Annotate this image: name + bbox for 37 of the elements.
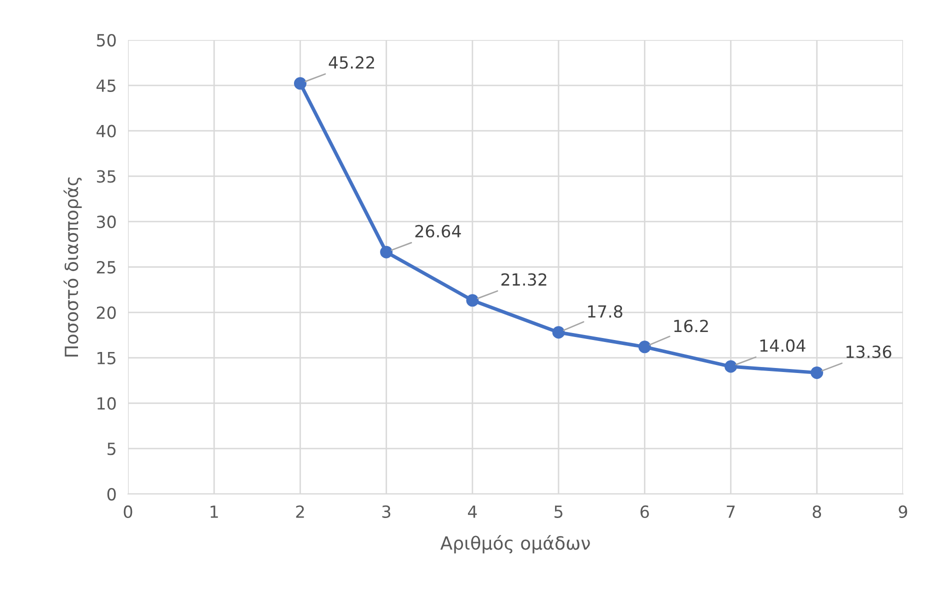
y-tick-label: 0	[107, 488, 116, 501]
y-tick-label: 15	[98, 352, 116, 364]
x-tick-label: 4	[468, 506, 477, 518]
y-tick-label: 45	[96, 80, 116, 92]
y-tick-label: 35	[96, 170, 116, 183]
point	[724, 360, 738, 373]
data-label: 26.64	[415, 224, 461, 238]
x-tick-label: 7	[726, 506, 735, 518]
x-tick-label: 1	[210, 506, 218, 518]
data-label: 45.22	[328, 56, 374, 69]
data-label: 16.2	[674, 320, 708, 332]
point	[380, 246, 393, 258]
point	[810, 366, 824, 379]
data-label: 13.36	[846, 345, 892, 358]
point	[638, 340, 651, 354]
x-tick-label: 2	[296, 505, 304, 518]
x-tick-label: 0	[124, 505, 132, 518]
point	[552, 326, 565, 339]
data-label: 17.8	[588, 305, 622, 318]
x-tick-label: 8	[812, 505, 822, 518]
x-tick-label: 3	[382, 505, 390, 518]
y-axis-title: Ποσοστό διασποράς	[64, 177, 82, 357]
data-label: 14.04	[760, 339, 806, 352]
point	[466, 294, 479, 307]
y-tick-label: 30	[96, 216, 116, 228]
x-tick-label: 6	[640, 505, 649, 518]
y-tick-label: 10	[98, 397, 116, 410]
y-tick-label: 40	[96, 124, 116, 138]
x-tick-label: 5	[554, 506, 562, 518]
y-tick-label: 20	[96, 306, 116, 319]
x-axis-title: Αριθμός ομάδων	[440, 535, 590, 554]
y-tick-label: 50	[96, 34, 116, 47]
y-tick-label: 25	[96, 260, 116, 274]
y-tick-label: 5	[108, 442, 116, 456]
point	[294, 77, 306, 90]
x-tick-label: 9	[898, 505, 908, 518]
data-label: 21.32	[501, 273, 546, 286]
